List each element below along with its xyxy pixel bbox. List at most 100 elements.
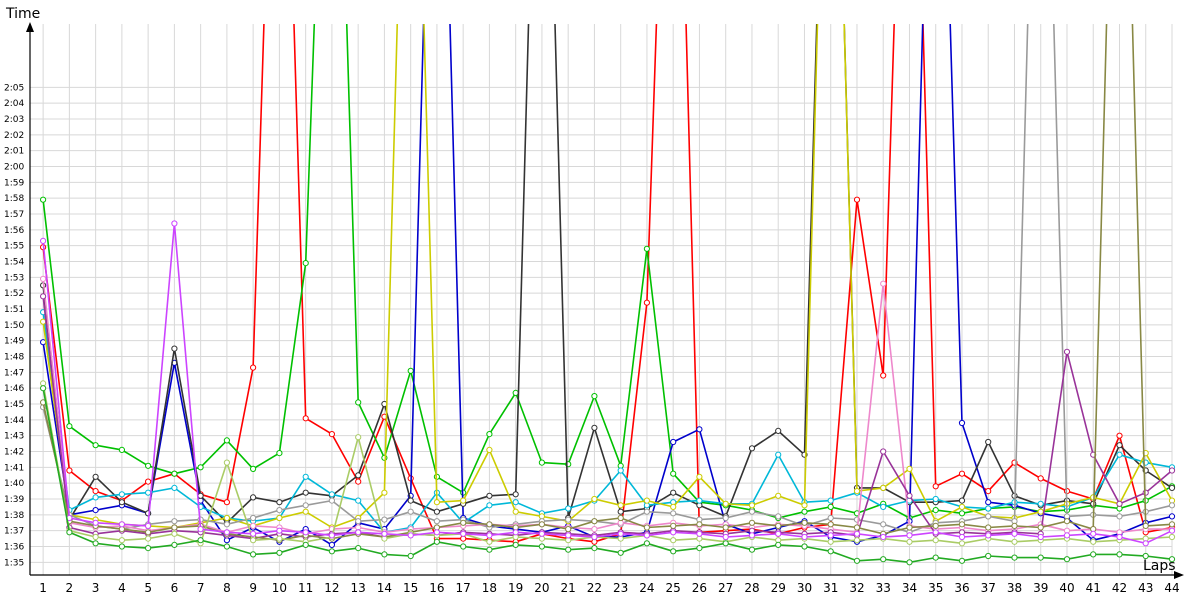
data-point (617, 549, 624, 556)
y-tick-label: 1:35 (4, 558, 24, 568)
data-point (92, 519, 99, 526)
x-tick-label: 33 (876, 581, 891, 595)
x-tick-label: 27 (718, 581, 733, 595)
data-point (906, 492, 913, 499)
x-tick-label: 5 (144, 581, 152, 595)
data-point (407, 552, 414, 560)
data-point (118, 446, 126, 453)
data-point (775, 513, 782, 520)
data-point (145, 522, 152, 530)
data-point (775, 492, 782, 499)
data-point (1116, 432, 1123, 439)
data-point (827, 548, 834, 555)
series-6 (40, 24, 1176, 531)
data-point (328, 532, 335, 539)
data-point (40, 385, 47, 392)
data-point (932, 495, 939, 503)
data-point (853, 557, 861, 564)
data-point (486, 546, 493, 553)
data-point (538, 543, 546, 550)
data-point (906, 532, 913, 539)
data-point (40, 293, 47, 300)
x-tick-label: 38 (1007, 581, 1022, 595)
data-point (486, 502, 493, 509)
data-point (985, 505, 992, 512)
data-point (1168, 513, 1176, 520)
data-point (775, 541, 782, 549)
data-point (302, 473, 309, 480)
series-13 (40, 385, 1176, 566)
series-line (42, 24, 1173, 519)
data-point (958, 503, 966, 510)
data-point (433, 529, 440, 536)
x-tick-label: 8 (223, 581, 231, 595)
y-tick-label: 2:01 (4, 147, 24, 157)
data-point (670, 548, 677, 555)
data-point (1011, 554, 1018, 561)
data-point (853, 530, 861, 537)
data-point (827, 503, 834, 510)
data-point (66, 467, 73, 474)
data-point (486, 538, 493, 545)
y-tick-label: 1:53 (4, 273, 24, 283)
data-point (92, 494, 99, 501)
x-axis-title: Laps (1143, 558, 1176, 574)
data-point (328, 491, 335, 498)
data-point (250, 551, 257, 558)
data-point (276, 499, 283, 506)
x-tick-label: 6 (171, 581, 179, 595)
data-point (591, 495, 598, 503)
data-point (40, 275, 47, 282)
data-point (1168, 533, 1176, 541)
data-point (958, 510, 966, 517)
x-tick-label: 26 (692, 581, 707, 595)
data-point (1168, 467, 1176, 474)
data-point (512, 491, 519, 498)
data-point (355, 434, 362, 441)
data-point (355, 399, 362, 406)
x-tick-label: 41 (1086, 581, 1101, 595)
y-tick-label: 1:54 (4, 258, 24, 268)
data-point (66, 529, 73, 536)
data-point (1063, 556, 1071, 563)
x-tick-label: 10 (272, 581, 287, 595)
y-tick-label: 1:37 (4, 527, 24, 537)
data-point (1116, 442, 1123, 449)
data-point (670, 438, 677, 446)
data-point (433, 538, 440, 545)
y-tick-label: 1:59 (4, 178, 24, 188)
x-tick-label: 25 (666, 581, 681, 595)
data-point (985, 438, 992, 446)
data-point (145, 535, 152, 542)
data-point (565, 546, 572, 553)
y-tick-label: 2:04 (4, 99, 24, 109)
data-point (748, 502, 756, 509)
data-point (932, 507, 939, 514)
data-point (1037, 508, 1044, 515)
data-point (302, 489, 309, 496)
y-tick-label: 1:39 (4, 495, 24, 505)
data-point (486, 532, 493, 539)
data-point (880, 280, 887, 287)
data-point (223, 514, 230, 522)
x-tick-label: 13 (351, 581, 366, 595)
data-point (355, 545, 362, 552)
x-tick-label: 23 (613, 581, 628, 595)
series-line (42, 296, 1173, 540)
x-tick-label: 16 (429, 581, 444, 595)
y-tick-label: 2:03 (4, 115, 24, 125)
y-tick-label: 1:52 (4, 289, 24, 299)
data-point (880, 556, 887, 563)
data-point (748, 445, 756, 452)
data-point (643, 299, 651, 306)
data-point (722, 514, 729, 522)
data-point (880, 521, 887, 528)
data-point (748, 546, 756, 553)
data-point (223, 437, 230, 444)
data-point (932, 483, 939, 490)
data-point (223, 521, 230, 528)
x-tick-label: 35 (928, 581, 943, 595)
data-point (827, 497, 834, 504)
data-point (827, 521, 834, 528)
